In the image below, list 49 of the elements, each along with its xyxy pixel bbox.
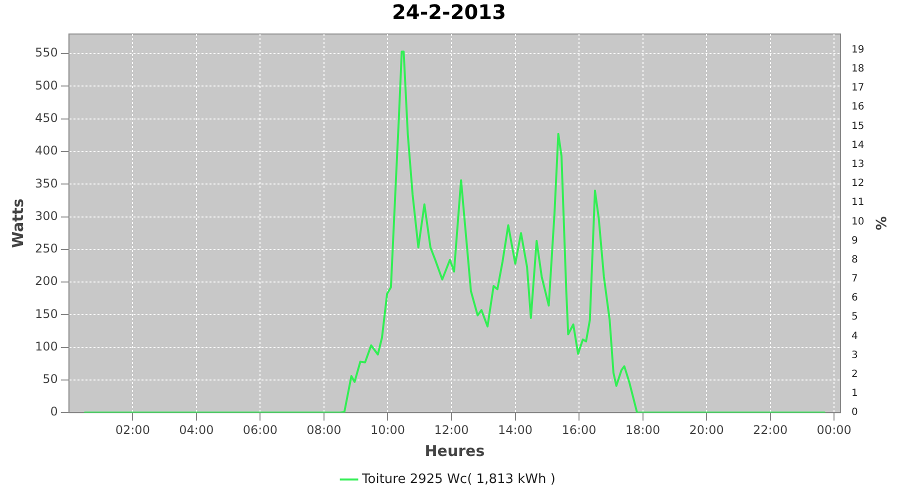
y-tick-label: 350 (35, 176, 58, 190)
x-tick-label: 18:00 (626, 422, 660, 437)
x-axis-title: Heures (424, 442, 485, 460)
chart-title: 24-2-2013 (392, 0, 506, 24)
y-tick-label: 550 (35, 46, 58, 60)
y2-tick-label: 13 (851, 158, 864, 170)
y-axis-title: Watts (8, 198, 27, 248)
y-tick-label: 250 (35, 242, 58, 256)
y2-tick-label: 19 (851, 44, 864, 56)
y2-tick-label: 12 (851, 178, 864, 190)
y-tick-label: 400 (35, 144, 58, 158)
y2-tick-label: 8 (851, 254, 858, 266)
x-tick-label: 04:00 (179, 422, 214, 437)
x-tick-label: 08:00 (306, 422, 342, 437)
x-tick-label: 00:00 (816, 422, 852, 437)
y-tick-label: 50 (42, 372, 58, 386)
y2-tick-label: 15 (851, 120, 864, 132)
x-tick-label: 12:00 (434, 422, 469, 437)
y2-tick-label: 14 (851, 140, 864, 151)
y-tick-label: 200 (35, 274, 58, 288)
y2-tick-label: 1 (851, 388, 858, 400)
y2-tick-label: 4 (851, 330, 858, 342)
y-tick-label: 0 (50, 404, 58, 419)
y2-tick-label: 9 (851, 235, 858, 246)
y2-axis-title: % (872, 216, 888, 230)
y-tick-label: 500 (35, 78, 58, 92)
x-tick-label: 22:00 (753, 422, 788, 437)
x-tick-label: 20:00 (689, 422, 724, 437)
y2-tick-label: 18 (851, 64, 864, 75)
y2-tick-label: 7 (851, 274, 858, 285)
y2-tick-label: 10 (851, 216, 864, 228)
legend-label: Toiture 2925 Wc( 1,813 kWh ) (361, 472, 556, 487)
x-tick-label: 14:00 (498, 422, 533, 437)
x-tick-label: 06:00 (242, 422, 278, 437)
y2-tick-label: 0 (851, 407, 858, 418)
y-tick-label: 150 (35, 306, 58, 321)
y2-tick-label: 17 (851, 82, 864, 94)
x-tick-label: 10:00 (370, 422, 406, 437)
y-tick-label: 100 (35, 339, 58, 354)
y2-tick-label: 11 (851, 197, 864, 208)
y2-tick-label: 16 (851, 102, 864, 113)
x-tick-label: 02:00 (115, 422, 150, 437)
x-tick-label: 16:00 (562, 422, 596, 437)
y2-tick-label: 5 (851, 312, 858, 323)
y2-tick-label: 6 (851, 292, 858, 304)
y-tick-label: 450 (35, 110, 58, 125)
y2-tick-label: 3 (851, 350, 858, 361)
y-tick-label: 300 (35, 208, 58, 223)
y2-tick-label: 2 (851, 369, 858, 380)
